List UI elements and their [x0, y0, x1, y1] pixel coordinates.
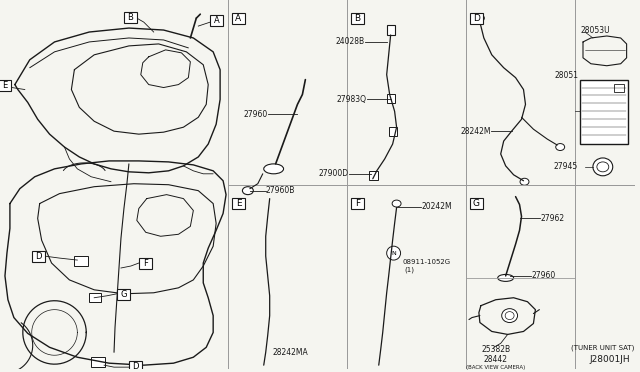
Bar — [124, 12, 137, 23]
Bar — [89, 293, 101, 302]
Text: N: N — [391, 251, 396, 256]
Text: D: D — [473, 14, 480, 23]
Bar — [580, 80, 628, 144]
Text: 24028B: 24028B — [336, 38, 365, 46]
Text: (TUNER UNIT SAT): (TUNER UNIT SAT) — [571, 344, 634, 350]
Ellipse shape — [593, 158, 612, 176]
Bar — [32, 251, 45, 262]
Text: 27900D: 27900D — [319, 169, 349, 178]
Text: 20242M: 20242M — [421, 202, 452, 211]
Text: 08911-1052G: 08911-1052G — [403, 259, 451, 265]
Bar — [232, 13, 245, 24]
Circle shape — [387, 246, 401, 260]
Ellipse shape — [243, 187, 253, 195]
Bar — [117, 289, 130, 300]
Ellipse shape — [505, 312, 514, 320]
Text: (BACK VIEW CAMERA): (BACK VIEW CAMERA) — [466, 365, 525, 370]
Text: A: A — [236, 14, 241, 23]
Text: 25382B: 25382B — [481, 345, 510, 354]
Text: 28053U: 28053U — [580, 26, 610, 35]
Text: 27960: 27960 — [531, 272, 556, 280]
Text: B: B — [127, 13, 133, 22]
Ellipse shape — [520, 178, 529, 185]
Text: B: B — [355, 14, 360, 23]
Bar — [0, 80, 11, 90]
Text: D: D — [132, 362, 139, 371]
Text: 27962: 27962 — [540, 214, 564, 223]
Text: 27960: 27960 — [243, 110, 268, 119]
Ellipse shape — [597, 162, 609, 172]
Bar — [351, 13, 364, 24]
Text: F: F — [143, 259, 148, 268]
Text: 28242M: 28242M — [460, 127, 491, 136]
Text: 28442: 28442 — [484, 355, 508, 364]
Ellipse shape — [264, 164, 284, 174]
Bar — [369, 171, 378, 180]
Bar — [92, 357, 105, 367]
Ellipse shape — [476, 15, 484, 22]
Bar — [232, 198, 245, 209]
Ellipse shape — [556, 144, 564, 151]
Bar — [614, 84, 623, 92]
Text: E: E — [236, 199, 241, 208]
Bar — [387, 94, 395, 103]
Bar — [470, 13, 483, 24]
Text: A: A — [214, 16, 220, 25]
Bar — [388, 127, 397, 136]
Text: (1): (1) — [404, 267, 415, 273]
Text: 28051: 28051 — [554, 71, 578, 80]
Ellipse shape — [502, 309, 518, 323]
Ellipse shape — [498, 275, 513, 281]
Text: 27945: 27945 — [554, 162, 578, 171]
Bar — [470, 198, 483, 209]
Text: E: E — [2, 81, 7, 90]
Bar — [210, 15, 223, 26]
Text: 28242MA: 28242MA — [273, 348, 308, 357]
Text: G: G — [473, 199, 480, 208]
Bar — [387, 25, 395, 35]
Bar — [129, 361, 142, 372]
Bar — [139, 258, 152, 269]
Text: J28001JH: J28001JH — [589, 355, 630, 364]
Ellipse shape — [392, 200, 401, 207]
Text: 27960B: 27960B — [266, 186, 295, 195]
Text: 27983Q: 27983Q — [337, 95, 367, 104]
Bar — [351, 198, 364, 209]
Text: G: G — [120, 290, 127, 299]
Bar — [74, 256, 88, 266]
Text: F: F — [355, 199, 360, 208]
Text: D: D — [35, 252, 42, 261]
